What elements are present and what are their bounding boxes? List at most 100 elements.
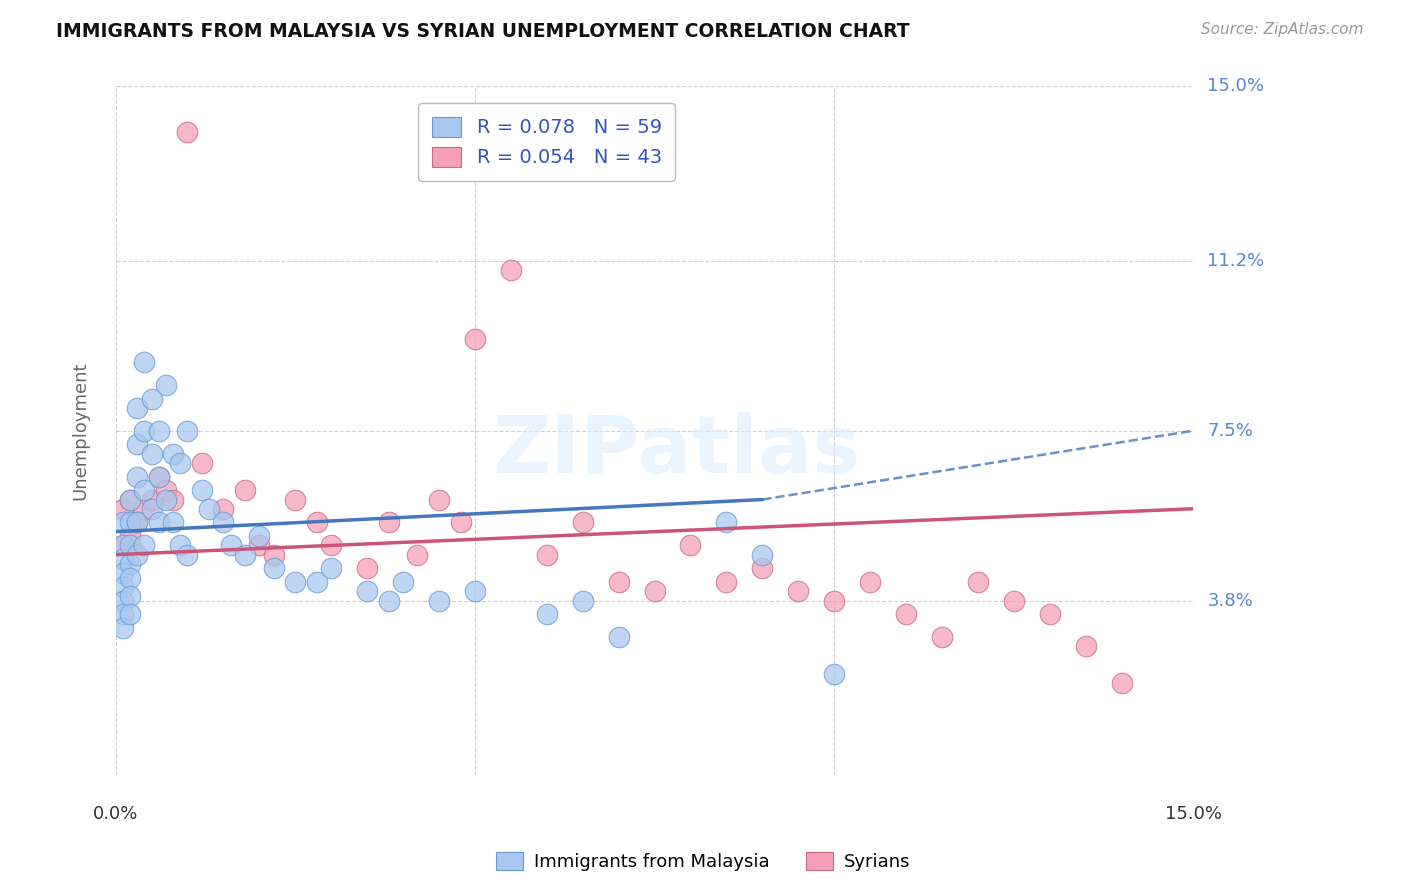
Point bbox=[464, 332, 486, 346]
Point bbox=[148, 469, 170, 483]
Point bbox=[450, 516, 472, 530]
Point bbox=[118, 589, 141, 603]
Text: 11.2%: 11.2% bbox=[1208, 252, 1264, 270]
Point bbox=[118, 557, 141, 571]
Point bbox=[607, 575, 630, 590]
Point bbox=[148, 516, 170, 530]
Point bbox=[134, 355, 156, 369]
Point bbox=[212, 501, 235, 516]
Point bbox=[284, 492, 307, 507]
Point bbox=[427, 593, 450, 607]
Legend: Immigrants from Malaysia, Syrians: Immigrants from Malaysia, Syrians bbox=[489, 846, 917, 879]
Point bbox=[392, 575, 415, 590]
Point bbox=[427, 492, 450, 507]
Text: 7.5%: 7.5% bbox=[1208, 422, 1253, 440]
Point bbox=[111, 552, 134, 566]
Point bbox=[127, 516, 149, 530]
Point bbox=[127, 548, 149, 562]
Point bbox=[751, 548, 773, 562]
Point bbox=[263, 548, 285, 562]
Point bbox=[305, 516, 328, 530]
Point bbox=[751, 561, 773, 575]
Point bbox=[118, 516, 141, 530]
Point bbox=[134, 538, 156, 552]
Point bbox=[406, 548, 429, 562]
Point bbox=[134, 424, 156, 438]
Point bbox=[111, 607, 134, 622]
Point bbox=[155, 483, 177, 498]
Point bbox=[141, 501, 163, 516]
Point bbox=[118, 492, 141, 507]
Point bbox=[679, 538, 702, 552]
Point bbox=[305, 575, 328, 590]
Point bbox=[155, 492, 177, 507]
Point bbox=[321, 538, 343, 552]
Point bbox=[176, 548, 198, 562]
Point bbox=[141, 392, 163, 406]
Point bbox=[219, 538, 242, 552]
Point bbox=[356, 561, 378, 575]
Text: 15.0%: 15.0% bbox=[1208, 78, 1264, 95]
Point bbox=[111, 566, 134, 580]
Point bbox=[247, 538, 270, 552]
Point bbox=[607, 630, 630, 644]
Point bbox=[233, 548, 256, 562]
Point bbox=[356, 584, 378, 599]
Point bbox=[118, 538, 141, 552]
Point bbox=[644, 584, 666, 599]
Y-axis label: Unemployment: Unemployment bbox=[72, 361, 89, 500]
Point bbox=[111, 501, 134, 516]
Point bbox=[141, 492, 163, 507]
Point bbox=[823, 667, 845, 681]
Text: 3.8%: 3.8% bbox=[1208, 591, 1253, 609]
Point bbox=[1039, 607, 1062, 622]
Point bbox=[859, 575, 882, 590]
Point bbox=[148, 469, 170, 483]
Point bbox=[111, 516, 134, 530]
Point bbox=[536, 607, 558, 622]
Point bbox=[176, 125, 198, 139]
Point bbox=[162, 516, 184, 530]
Point bbox=[1002, 593, 1025, 607]
Point bbox=[127, 516, 149, 530]
Point bbox=[118, 492, 141, 507]
Point bbox=[111, 621, 134, 635]
Legend: R = 0.078   N = 59, R = 0.054   N = 43: R = 0.078 N = 59, R = 0.054 N = 43 bbox=[418, 103, 675, 181]
Point bbox=[141, 447, 163, 461]
Point bbox=[198, 501, 221, 516]
Point bbox=[162, 447, 184, 461]
Point bbox=[1111, 676, 1133, 690]
Point bbox=[176, 424, 198, 438]
Point bbox=[571, 593, 593, 607]
Point bbox=[571, 516, 593, 530]
Point bbox=[377, 516, 399, 530]
Point bbox=[127, 469, 149, 483]
Point bbox=[464, 584, 486, 599]
Point bbox=[134, 501, 156, 516]
Point bbox=[111, 580, 134, 594]
Point bbox=[169, 456, 191, 470]
Text: 0.0%: 0.0% bbox=[93, 805, 138, 823]
Point bbox=[127, 401, 149, 415]
Point bbox=[111, 538, 134, 552]
Point bbox=[155, 377, 177, 392]
Point bbox=[191, 483, 214, 498]
Point bbox=[284, 575, 307, 590]
Point bbox=[134, 483, 156, 498]
Text: IMMIGRANTS FROM MALAYSIA VS SYRIAN UNEMPLOYMENT CORRELATION CHART: IMMIGRANTS FROM MALAYSIA VS SYRIAN UNEMP… bbox=[56, 22, 910, 41]
Text: Source: ZipAtlas.com: Source: ZipAtlas.com bbox=[1201, 22, 1364, 37]
Point bbox=[162, 492, 184, 507]
Point bbox=[148, 424, 170, 438]
Point bbox=[118, 607, 141, 622]
Point bbox=[118, 529, 141, 543]
Point bbox=[499, 263, 522, 277]
Point bbox=[247, 529, 270, 543]
Point bbox=[263, 561, 285, 575]
Point bbox=[716, 575, 738, 590]
Point bbox=[212, 516, 235, 530]
Text: ZIPatlas: ZIPatlas bbox=[492, 412, 860, 491]
Point bbox=[118, 570, 141, 584]
Point bbox=[787, 584, 810, 599]
Point bbox=[377, 593, 399, 607]
Point bbox=[967, 575, 990, 590]
